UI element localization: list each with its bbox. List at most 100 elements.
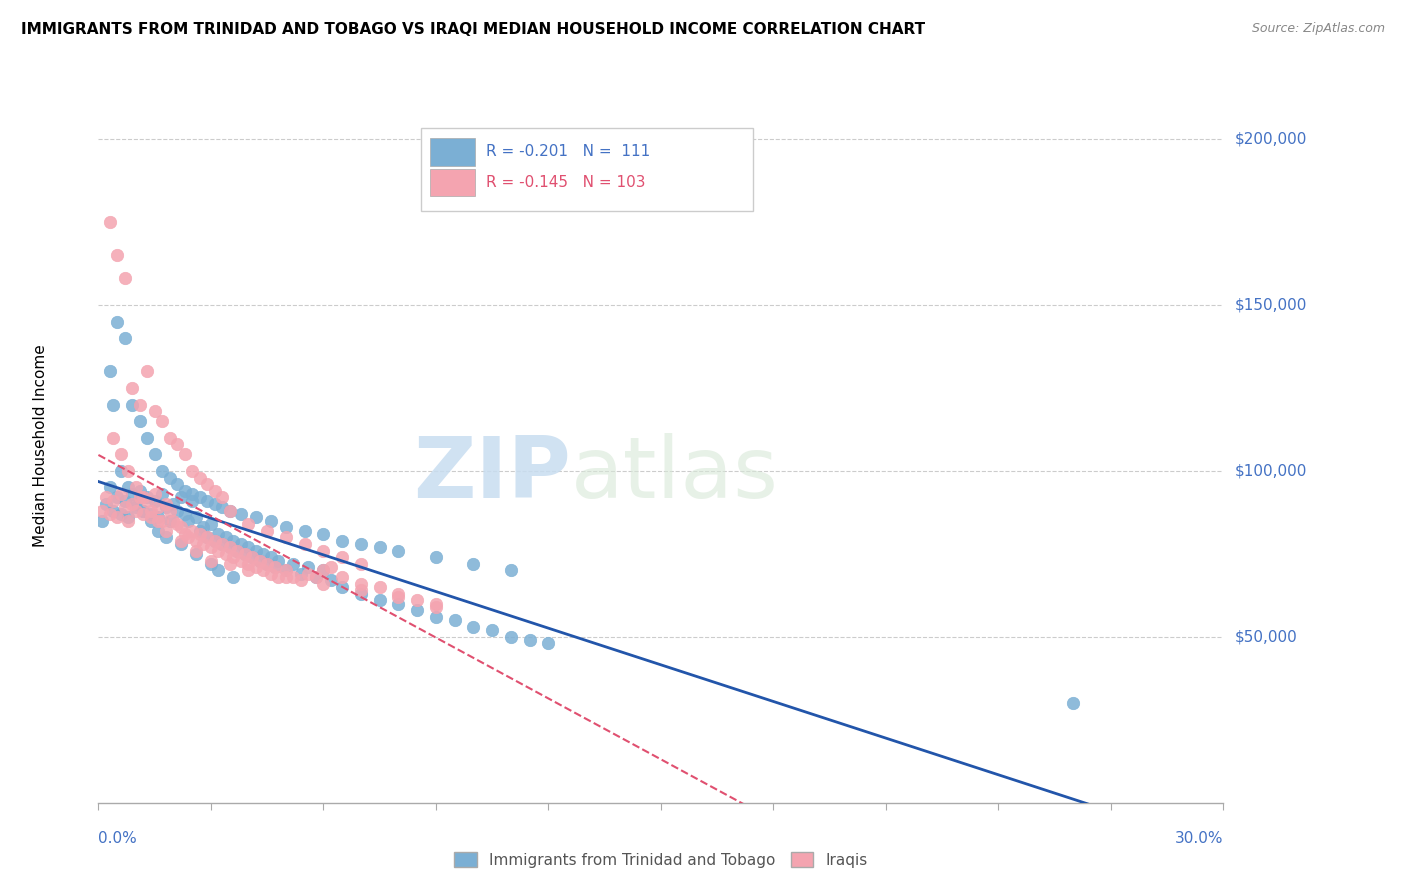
Point bbox=[170, 533, 193, 548]
Point bbox=[173, 527, 195, 541]
Point bbox=[229, 537, 252, 551]
Point bbox=[162, 514, 184, 528]
Point bbox=[166, 437, 188, 451]
Point bbox=[200, 553, 222, 567]
Point bbox=[125, 504, 148, 518]
Point bbox=[330, 580, 353, 594]
Point bbox=[103, 493, 125, 508]
Point bbox=[368, 580, 391, 594]
Point bbox=[222, 570, 245, 584]
Bar bbox=[422, 128, 754, 211]
Point bbox=[195, 477, 218, 491]
Point bbox=[159, 431, 181, 445]
Point bbox=[132, 491, 155, 505]
Point bbox=[114, 271, 136, 285]
Point bbox=[105, 491, 128, 505]
Point bbox=[188, 524, 211, 538]
Text: $200,000: $200,000 bbox=[1234, 131, 1306, 146]
Point bbox=[245, 543, 267, 558]
Text: ZIP: ZIP bbox=[413, 433, 571, 516]
Point bbox=[184, 533, 207, 548]
Point bbox=[128, 491, 150, 505]
Point bbox=[240, 550, 263, 565]
Point bbox=[218, 504, 240, 518]
Text: IMMIGRANTS FROM TRINIDAD AND TOBAGO VS IRAQI MEDIAN HOUSEHOLD INCOME CORRELATION: IMMIGRANTS FROM TRINIDAD AND TOBAGO VS I… bbox=[21, 22, 925, 37]
Point bbox=[233, 547, 256, 561]
Point bbox=[425, 597, 447, 611]
Point bbox=[211, 500, 233, 515]
Point bbox=[252, 547, 274, 561]
Point bbox=[283, 570, 305, 584]
Point bbox=[173, 483, 195, 498]
Point bbox=[105, 314, 128, 328]
Point bbox=[260, 550, 283, 565]
Point bbox=[132, 504, 155, 518]
Point bbox=[139, 510, 162, 524]
Point bbox=[184, 510, 207, 524]
Point bbox=[368, 593, 391, 607]
Point bbox=[162, 497, 184, 511]
Point bbox=[463, 620, 485, 634]
Point bbox=[173, 507, 195, 521]
Point bbox=[238, 564, 260, 578]
Point bbox=[350, 537, 373, 551]
Point bbox=[136, 431, 159, 445]
Point bbox=[184, 547, 207, 561]
Point bbox=[218, 540, 240, 554]
Legend: Immigrants from Trinidad and Tobago, Iraqis: Immigrants from Trinidad and Tobago, Ira… bbox=[447, 846, 875, 873]
Point bbox=[155, 524, 177, 538]
Point bbox=[159, 470, 181, 484]
Point bbox=[204, 497, 226, 511]
Point bbox=[200, 516, 222, 531]
Point bbox=[406, 593, 429, 607]
Text: $150,000: $150,000 bbox=[1234, 297, 1306, 312]
Text: Median Household Income: Median Household Income bbox=[32, 344, 48, 548]
Point bbox=[406, 603, 429, 617]
Point bbox=[170, 520, 193, 534]
Point bbox=[330, 570, 353, 584]
Point bbox=[207, 564, 229, 578]
Text: atlas: atlas bbox=[571, 433, 779, 516]
Point bbox=[211, 537, 233, 551]
Point bbox=[181, 493, 204, 508]
Point bbox=[110, 507, 132, 521]
Point bbox=[425, 610, 447, 624]
Point bbox=[177, 530, 200, 544]
Point bbox=[148, 514, 170, 528]
Point bbox=[443, 613, 465, 627]
Point bbox=[256, 557, 278, 571]
Point bbox=[188, 470, 211, 484]
Point bbox=[312, 564, 335, 578]
Point bbox=[188, 527, 211, 541]
Point bbox=[350, 583, 373, 598]
Point bbox=[387, 543, 409, 558]
Point bbox=[222, 550, 245, 565]
Point bbox=[499, 564, 522, 578]
Point bbox=[387, 587, 409, 601]
Point bbox=[305, 570, 328, 584]
Point bbox=[425, 599, 447, 614]
Point bbox=[105, 510, 128, 524]
Point bbox=[150, 464, 173, 478]
Point bbox=[305, 570, 328, 584]
Point bbox=[94, 491, 117, 505]
Point bbox=[170, 491, 193, 505]
Point bbox=[350, 557, 373, 571]
Point bbox=[128, 397, 150, 411]
Bar bbox=[430, 169, 475, 196]
Point bbox=[98, 364, 121, 378]
Point bbox=[207, 527, 229, 541]
Point bbox=[128, 483, 150, 498]
Point bbox=[252, 564, 274, 578]
Point bbox=[245, 560, 267, 574]
Point bbox=[193, 520, 215, 534]
Point bbox=[181, 487, 204, 501]
Point bbox=[204, 533, 226, 548]
Text: 0.0%: 0.0% bbox=[98, 831, 138, 847]
Point bbox=[263, 560, 285, 574]
Point bbox=[114, 500, 136, 515]
Point bbox=[148, 510, 170, 524]
Point bbox=[274, 530, 297, 544]
Point bbox=[204, 483, 226, 498]
Point bbox=[136, 491, 159, 505]
